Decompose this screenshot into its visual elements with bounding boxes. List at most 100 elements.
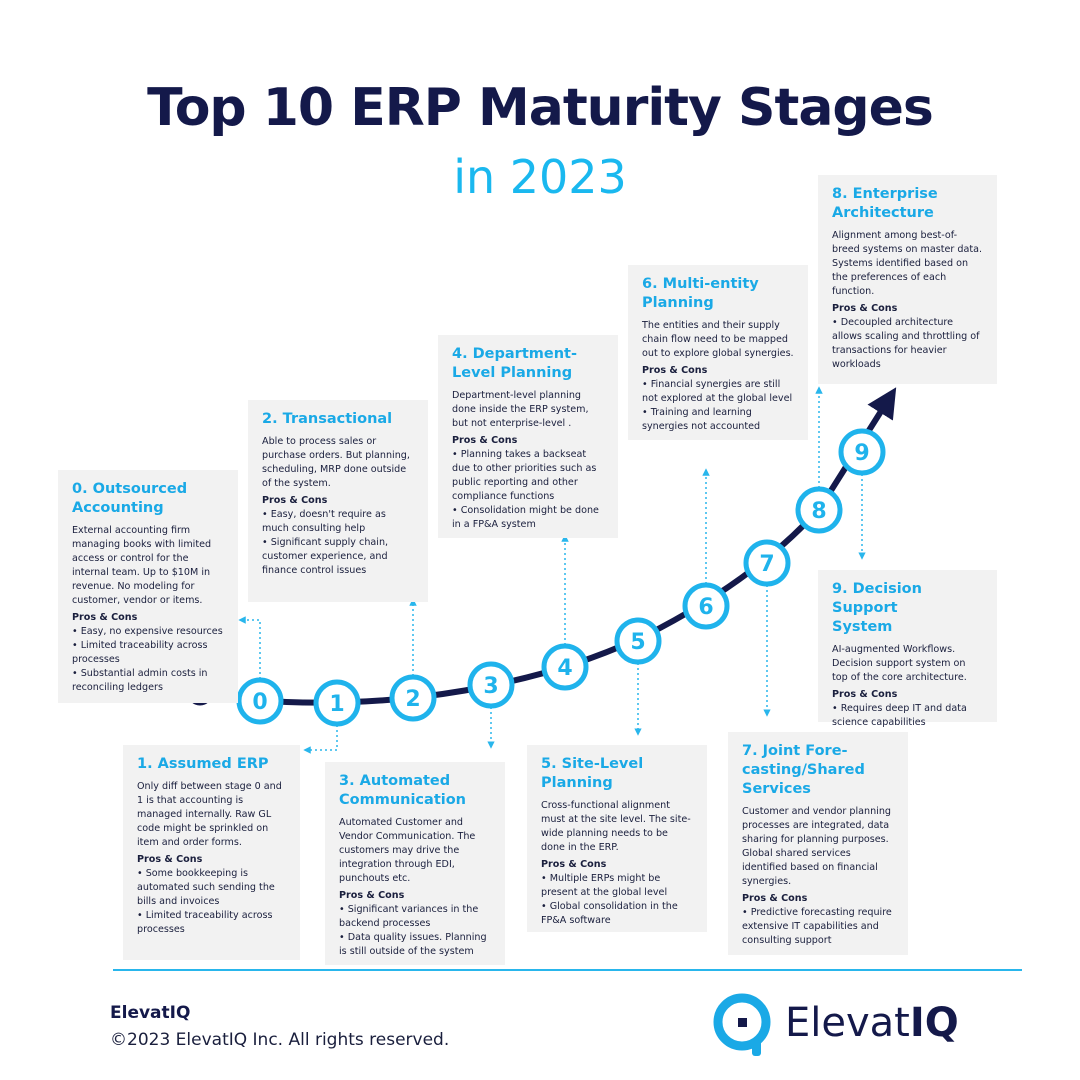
stage-node [614, 617, 662, 665]
stage-number: 5 [630, 630, 645, 655]
footer-copyright: ©2023 ElevatIQ Inc. All rights reserved. [110, 1030, 450, 1050]
stage-title-line: Communication [339, 792, 467, 808]
logo-bold: IQ [909, 1000, 959, 1046]
stage-title: 7. Joint Fore-casting/Shared Services [742, 742, 894, 799]
stage-number: 2 [405, 687, 420, 712]
title: Top 10 ERP Maturity Stages [147, 78, 934, 138]
pros-cons-label: Pros & Cons [72, 612, 138, 623]
stage-title-line: 3. Automated [339, 773, 451, 789]
pros-cons-bullet: • Limited traceability across processes [72, 640, 208, 665]
stage-card: 7. Joint Fore-casting/Shared Services Cust… [728, 732, 908, 955]
stage-description: Alignment among best-of-breed systems on… [832, 230, 983, 297]
stage-title-line: 6. Multi-entity [642, 276, 759, 292]
stage-node [838, 428, 886, 476]
stage-description: Automated Customer and Vendor Communicat… [339, 817, 476, 884]
pros-cons-bullet: • Data quality issues. Planning is still… [339, 932, 487, 957]
stage-title-line: 7. Joint Fore- [742, 743, 848, 759]
stage-title-line: 5. Site-Level [541, 756, 644, 772]
stage-number: 4 [557, 656, 572, 681]
pros-cons-bullet: • Training and learning synergies not ac… [642, 407, 761, 432]
stage-node [682, 582, 730, 630]
pros-cons-label: Pros & Cons [642, 365, 708, 376]
stage-number: 8 [811, 499, 826, 524]
pros-cons-bullet: • Limited traceability across processes [137, 910, 273, 935]
stage-number: 9 [854, 441, 869, 466]
logo-icon [713, 993, 771, 1056]
stage-title-line: Architecture [832, 205, 934, 221]
pros-cons-bullet: • Significant variances in the backend p… [339, 904, 479, 929]
pros-cons-bullet: • Planning takes a backseat due to other… [452, 449, 597, 502]
stage-card: 5. Site-Level Planning Cross-functional al… [527, 745, 707, 932]
stage-node [236, 677, 284, 725]
stage-title-line: 4. Department- [452, 346, 577, 362]
stage-title-line: 2. Transactional [262, 411, 393, 427]
stage-description: AI-augmented Workflows. Decision support… [832, 644, 967, 683]
stage-title: 0. Outsourced Accounting [72, 480, 224, 518]
pros-cons-label: Pros & Cons [742, 893, 808, 904]
stage-title-line: 1. Assumed ERP [137, 756, 269, 772]
stage-title-line: 8. Enterprise [832, 186, 938, 202]
pros-cons-bullet: • Easy, doesn't require as much consulti… [262, 509, 386, 534]
stage-card: 2. Transactional Able to process sales or… [248, 400, 428, 602]
stage-title: 5. Site-Level Planning [541, 755, 693, 793]
stage-title-line: Accounting [72, 500, 164, 516]
pros-cons-bullet: • Predictive forecasting require extensi… [742, 907, 892, 946]
stage-node [313, 679, 361, 727]
stage-node [795, 486, 843, 534]
pros-cons-bullet: • Significant supply chain, customer exp… [262, 537, 389, 576]
pros-cons-bullet: • Multiple ERPs might be present at the … [541, 873, 668, 898]
stage-card: 0. Outsourced Accounting External accounti… [58, 470, 238, 703]
pros-cons-label: Pros & Cons [832, 689, 898, 700]
pros-cons-label: Pros & Cons [262, 495, 328, 506]
stage-title-line: Planning [642, 295, 714, 311]
stage-number: 0 [252, 690, 267, 715]
pros-cons-label: Pros & Cons [832, 303, 898, 314]
stage-description: External accounting firm managing books … [72, 525, 212, 606]
logo-regular: Elevat [785, 1000, 910, 1046]
stage-title-line: System [832, 619, 893, 635]
stage-title: 3. Automated Communication [339, 772, 491, 810]
logo-text: ElevatIQ [785, 1000, 959, 1046]
stage-title-line: Services [742, 781, 811, 797]
stage-title-line: 0. Outsourced [72, 481, 188, 497]
stage-node [467, 661, 515, 709]
stage-description: The entities and their supply chain flow… [642, 320, 794, 359]
stage-description: Cross-functional alignment must at the s… [541, 800, 691, 853]
stage-node [389, 674, 437, 722]
stage-card: 8. Enterprise Architecture Alignment among… [818, 175, 997, 384]
pros-cons-label: Pros & Cons [137, 854, 203, 865]
stage-title: 1. Assumed ERP [137, 755, 286, 774]
stage-description: Able to process sales or purchase orders… [262, 436, 410, 489]
stage-card: 4. Department- Level Planning Department-l… [438, 335, 618, 538]
connector [303, 725, 338, 754]
stage-title-line: Level Planning [452, 365, 573, 381]
stage-node [541, 643, 589, 691]
stage-card: 1. Assumed ERP Only diff between stage 0 … [123, 745, 300, 960]
pros-cons-bullet: • Requires deep IT and data science capa… [832, 703, 967, 728]
stage-card: 9. Decision Support System AI-augmented Wo… [818, 570, 997, 728]
stage-number: 7 [759, 552, 774, 577]
pros-cons-bullet: • Substantial admin costs in reconciling… [72, 668, 208, 693]
stage-description: Customer and vendor planning processes a… [742, 806, 891, 887]
pros-cons-bullet: • Easy, no expensive resources [72, 626, 223, 637]
stage-card: 6. Multi-entity Planning The entities and … [628, 265, 808, 440]
pros-cons-label: Pros & Cons [339, 890, 405, 901]
pros-cons-bullet: • Decoupled architecture allows scaling … [832, 317, 980, 370]
pros-cons-label: Pros & Cons [452, 435, 518, 446]
stage-number: 1 [329, 692, 344, 717]
stage-title: 9. Decision Support System [832, 580, 983, 637]
stage-title: 4. Department- Level Planning [452, 345, 604, 383]
pros-cons-bullet: • Consolidation might be done in a FP&A … [452, 505, 599, 530]
stage-node [743, 539, 791, 587]
subtitle: in 2023 [453, 150, 627, 204]
pros-cons-label: Pros & Cons [541, 859, 607, 870]
footer-company: ElevatIQ [110, 1003, 191, 1023]
pros-cons-bullet: • Financial synergies are still not expl… [642, 379, 793, 404]
stage-title: 8. Enterprise Architecture [832, 185, 983, 223]
stage-title: 2. Transactional [262, 410, 414, 429]
pros-cons-bullet: • Global consolidation in the FP&A softw… [541, 901, 678, 926]
stage-title-line: 9. Decision Support [832, 581, 922, 616]
stage-number: 3 [483, 674, 498, 699]
